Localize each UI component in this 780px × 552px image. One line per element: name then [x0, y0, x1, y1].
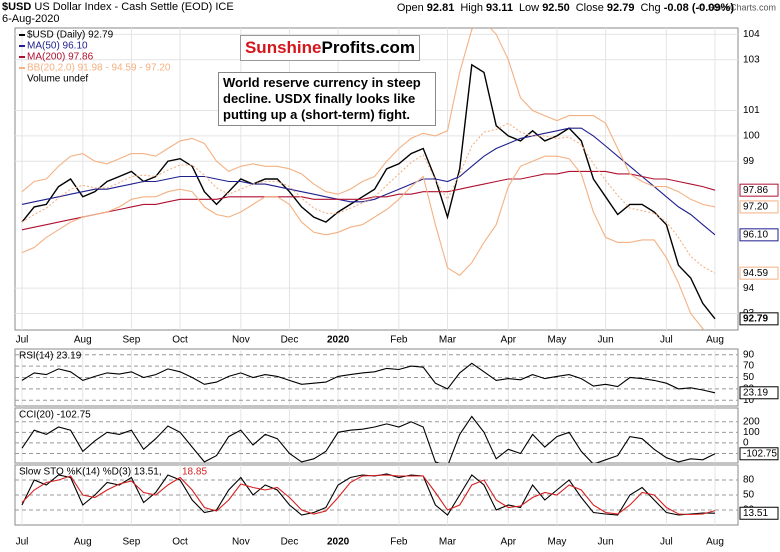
x-tick-label: Aug	[706, 335, 724, 346]
x-tick-label: Dec	[281, 537, 299, 548]
y-tick-label: 80	[743, 475, 755, 486]
x-tick-label: Mar	[439, 537, 457, 548]
logo-part2: Profits.com	[321, 38, 416, 57]
y-tick-label: 50	[743, 372, 755, 383]
quote-value: 92.79	[606, 2, 635, 14]
x-tick-label: Jun	[598, 537, 614, 548]
x-tick-label: Jul	[16, 537, 29, 548]
logo: SunshineProfits.com	[240, 35, 420, 61]
x-tick-label: Aug	[74, 537, 92, 548]
x-tick-label: Jul	[16, 335, 29, 346]
legend-entry: BB(20,2.0) 91.98 - 94.59 - 97.20	[27, 63, 171, 74]
legend-entry: $USD (Daily) 92.79	[27, 30, 114, 41]
x-tick-label: Oct	[172, 537, 188, 548]
series-line	[21, 122, 716, 274]
y-tick-label: 90	[743, 349, 755, 360]
x-tick-label: 2020	[327, 335, 350, 346]
value-tag-label: -102.75	[743, 448, 777, 459]
quote-value: 92.50	[542, 2, 570, 14]
quote-value: 92.81	[426, 2, 455, 14]
x-tick-label: Feb	[390, 537, 408, 548]
y-tick-label: 50	[743, 490, 755, 501]
x-tick-label: May	[547, 335, 566, 346]
legend-entry: CCI(20) -102.75	[19, 410, 91, 421]
x-tick-label: Nov	[232, 537, 250, 548]
series-line	[21, 362, 716, 394]
value-tag	[739, 200, 779, 214]
value-tag	[739, 266, 779, 280]
x-tick-label: Apr	[501, 537, 517, 548]
date: 6-Aug-2020	[2, 13, 60, 25]
series-line	[21, 155, 706, 330]
value-tag-label: 94.59	[743, 268, 768, 279]
y-tick-label: 200	[743, 416, 760, 427]
x-tick-label: Jul	[660, 537, 673, 548]
y-tick-label: 103	[743, 54, 760, 65]
x-tick-label: Sep	[123, 537, 141, 548]
x-tick-label: Jun	[598, 335, 614, 346]
value-tag	[739, 183, 779, 197]
y-tick-label: 99	[743, 156, 755, 167]
legend-entry: MA(200) 97.86	[27, 52, 94, 63]
value-tag	[739, 506, 779, 520]
x-tick-label: Oct	[172, 335, 188, 346]
symbol: $USD	[2, 1, 32, 13]
value-tag	[739, 386, 779, 400]
series-line	[21, 28, 716, 208]
x-tick-label: 2020	[327, 537, 350, 548]
series-line	[21, 415, 716, 463]
legend-entry: MA(50) 96.10	[27, 41, 88, 52]
value-tag-label: 92.79	[743, 313, 768, 324]
instrument-name: US Dollar Index - Cash Settle (EOD) ICE	[34, 1, 234, 13]
x-tick-label: Jul	[660, 335, 673, 346]
value-tag-label: 13.51	[743, 508, 768, 519]
quote-label: High	[460, 2, 483, 14]
quote-value: 93.11	[486, 2, 513, 14]
panel	[14, 407, 739, 464]
series-line	[21, 63, 716, 320]
value-tag-label: 96.10	[743, 229, 768, 240]
y-tick-label: 100	[743, 427, 760, 438]
value-tag	[739, 312, 779, 326]
series-line	[21, 474, 716, 516]
quote-label: Chg	[640, 2, 661, 14]
y-tick-label: 70	[743, 361, 755, 372]
logo-part1: Sunshine	[244, 38, 322, 57]
x-tick-label: Mar	[439, 335, 457, 346]
x-tick-label: Aug	[74, 335, 92, 346]
x-tick-label: Dec	[281, 335, 299, 346]
y-tick-label: 104	[743, 29, 760, 40]
value-tag	[739, 447, 779, 461]
value-tag-label: 97.86	[743, 185, 768, 196]
y-tick-label: 94	[743, 283, 755, 294]
quote-label: Close	[575, 2, 604, 14]
x-tick-label: Apr	[501, 335, 517, 346]
x-tick-label: Sep	[123, 335, 141, 346]
legend-entry: 18.85	[182, 467, 207, 478]
y-tick-label: 101	[743, 105, 760, 116]
value-tag-label: 97.20	[743, 202, 768, 213]
x-tick-label: Feb	[390, 335, 408, 346]
quote-label: Open	[396, 2, 424, 14]
value-tag	[739, 228, 779, 242]
quote: Open 92.81 High 93.11 Low 92.50 Close 92.79…	[397, 2, 740, 14]
y-tick-label: 0	[743, 438, 749, 449]
legend-entry: RSI(14) 23.19	[19, 351, 82, 362]
quote-value: -0.08 (-0.09%)	[663, 2, 734, 14]
x-tick-label: Aug	[706, 537, 724, 548]
value-tag-label: 23.19	[743, 387, 768, 398]
annotation: World reserve currency in steep decline.…	[218, 72, 436, 126]
x-tick-label: May	[547, 537, 566, 548]
header: $USD US Dollar Index - Cash Settle (EOD)…	[2, 1, 234, 25]
quote-label: Low	[518, 2, 540, 14]
copyright: © StockCharts.com	[698, 2, 776, 12]
y-tick-label: 10	[743, 395, 755, 406]
legend-entry: Volume undef	[27, 74, 88, 85]
y-tick-label: 100	[743, 130, 760, 141]
legend-entry: Slow STO %K(14) %D(3) 13.51,	[19, 467, 162, 478]
x-tick-label: Nov	[232, 335, 250, 346]
